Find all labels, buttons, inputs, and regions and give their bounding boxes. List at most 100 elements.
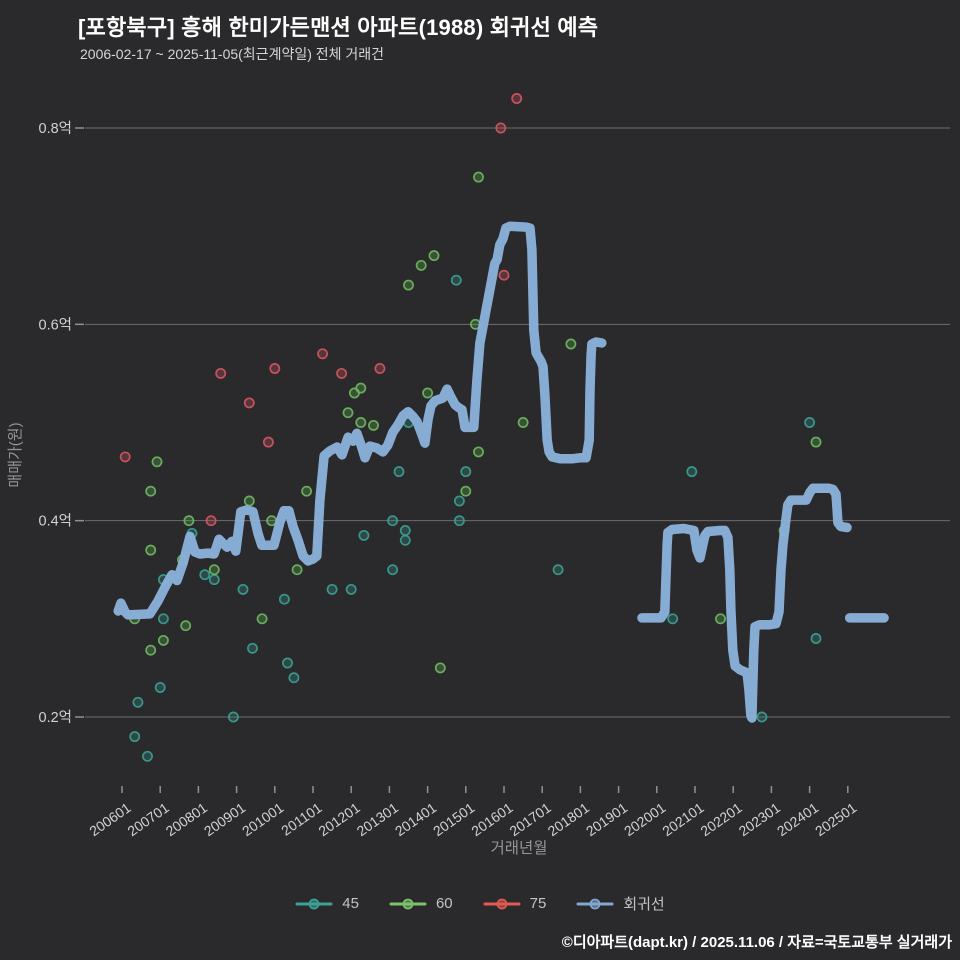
legend-item-60[interactable]: 60: [389, 895, 453, 912]
y-tick-label: 0.2억: [39, 709, 73, 726]
scatter-point-75[interactable]: [119, 451, 131, 463]
scatter-point-60[interactable]: [565, 338, 577, 350]
scatter-point-60[interactable]: [355, 382, 367, 394]
x-axis-title: 거래년월: [490, 839, 547, 857]
scatter-point-75[interactable]: [243, 397, 255, 409]
scatter-point-45[interactable]: [393, 466, 405, 478]
scatter-point-75[interactable]: [269, 363, 281, 374]
scatter-point-45[interactable]: [282, 657, 293, 669]
scatter-point-45[interactable]: [227, 711, 239, 723]
scatter-point-45[interactable]: [804, 417, 816, 428]
x-tick-label: 201601: [468, 799, 516, 839]
scatter-point-60[interactable]: [180, 620, 192, 632]
scatter-point-60[interactable]: [157, 634, 169, 646]
scatter-point-45[interactable]: [667, 613, 679, 625]
scatter-point-45[interactable]: [326, 583, 338, 595]
scatter-point-75[interactable]: [511, 93, 523, 104]
scatter-point-75[interactable]: [374, 363, 386, 374]
scatter-point-60[interactable]: [810, 436, 822, 448]
scatter-point-45[interactable]: [208, 574, 220, 586]
scatter-point-45[interactable]: [154, 682, 166, 693]
scatter-point-60[interactable]: [301, 485, 313, 497]
scatter-point-45[interactable]: [132, 696, 144, 708]
regression-line[interactable]: [637, 483, 852, 723]
scatter-point-45[interactable]: [358, 529, 370, 541]
scatter-point-45[interactable]: [810, 633, 822, 644]
scatter-point-45[interactable]: [199, 569, 211, 581]
scatter-point-75[interactable]: [262, 436, 274, 448]
scatter-point-45[interactable]: [288, 672, 300, 684]
x-tick-label: 200701: [124, 799, 172, 839]
legend-marker-icon: [576, 898, 614, 909]
scatter-point-45[interactable]: [450, 274, 462, 286]
x-tick-label: 201201: [315, 799, 363, 839]
scatter-point-60[interactable]: [422, 387, 434, 399]
legend-label: 45: [342, 895, 359, 912]
scatter-point-60[interactable]: [243, 495, 255, 507]
scatter-point-60[interactable]: [473, 446, 484, 458]
scatter-point-45[interactable]: [399, 525, 411, 536]
legend-marker-icon: [295, 898, 333, 909]
legend-label: 회귀선: [623, 896, 665, 913]
x-tick-label: 201901: [583, 799, 631, 839]
scatter-point-45[interactable]: [756, 711, 768, 723]
y-axis-title: 매매가(원): [7, 422, 24, 487]
scatter-point-60[interactable]: [715, 613, 726, 625]
scatter-point-60[interactable]: [434, 662, 446, 674]
scatter-point-75[interactable]: [205, 515, 217, 527]
scatter-point-45[interactable]: [686, 466, 698, 478]
scatter-point-45[interactable]: [552, 564, 564, 576]
scatter-point-60[interactable]: [460, 485, 472, 497]
page-title: [포항북구] 흥해 한미가든맨션 아파트(1988) 회귀선 예측: [78, 15, 599, 40]
scatter-point-60[interactable]: [342, 407, 354, 419]
legend-marker-icon: [483, 898, 521, 909]
scatter-point-75[interactable]: [498, 269, 510, 281]
scatter-point-60[interactable]: [145, 644, 157, 656]
scatter-point-60[interactable]: [145, 544, 157, 556]
legend-item-regression[interactable]: 회귀선: [576, 893, 665, 914]
scatter-point-60[interactable]: [473, 171, 484, 183]
scatter-point-45[interactable]: [387, 564, 399, 576]
scatter-point-45[interactable]: [247, 642, 258, 654]
legend-item-45[interactable]: 45: [295, 895, 359, 912]
x-tick-label: 202501: [812, 799, 860, 839]
x-tick-label: 200901: [201, 799, 249, 839]
legend-item-75[interactable]: 75: [483, 895, 547, 912]
scatter-point-60[interactable]: [355, 417, 367, 428]
scatter-point-60[interactable]: [151, 456, 163, 468]
scatter-point-60[interactable]: [145, 485, 157, 497]
scatter-point-60[interactable]: [208, 564, 220, 576]
legend-label: 75: [529, 895, 547, 912]
scatter-point-45[interactable]: [142, 750, 153, 762]
scatter-point-45[interactable]: [399, 534, 411, 546]
scatter-point-60[interactable]: [183, 515, 195, 527]
scatter-point-60[interactable]: [368, 419, 379, 431]
scatter-point-75[interactable]: [495, 122, 507, 134]
scatter-point-45[interactable]: [345, 583, 357, 595]
x-tick-label: 200801: [163, 799, 211, 839]
regression-line[interactable]: [113, 221, 607, 620]
scatter-point-45[interactable]: [278, 593, 290, 605]
x-tick-label: 200601: [86, 799, 134, 839]
scatter-point-60[interactable]: [403, 279, 414, 291]
y-tick-label: 0.6억: [39, 316, 73, 333]
scatter-point-45[interactable]: [387, 515, 399, 527]
scatter-point-45[interactable]: [453, 495, 465, 507]
scatter-point-45[interactable]: [237, 583, 249, 595]
scatter-point-75[interactable]: [215, 367, 227, 379]
scatter-point-75[interactable]: [336, 367, 348, 379]
scatter-point-45[interactable]: [453, 515, 465, 527]
scatter-point-60[interactable]: [517, 417, 529, 428]
scatter-point-60[interactable]: [291, 564, 303, 576]
scatter-point-60[interactable]: [256, 613, 268, 625]
x-tick-label: 202301: [736, 799, 784, 839]
scatter-point-60[interactable]: [415, 259, 427, 271]
y-tick-label: 0.4억: [39, 513, 73, 530]
scatter-point-45[interactable]: [129, 731, 141, 743]
scatter-point-60[interactable]: [428, 250, 440, 262]
scatter-point-75[interactable]: [317, 348, 329, 360]
scatter-point-45[interactable]: [460, 466, 472, 478]
scatter-point-45[interactable]: [157, 613, 169, 625]
